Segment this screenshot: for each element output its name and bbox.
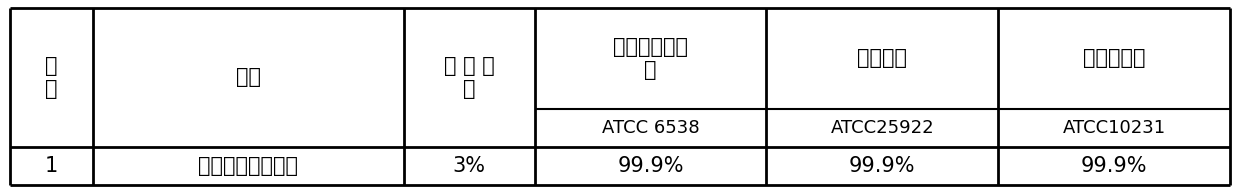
Text: 序
号: 序 号 xyxy=(45,56,57,99)
Text: 白色念珠菌: 白色念珠菌 xyxy=(1083,48,1146,68)
Text: 1: 1 xyxy=(45,156,58,176)
Text: 抗菌涇棉混纺织物: 抗菌涇棉混纺织物 xyxy=(198,156,299,176)
Text: 99.9%: 99.9% xyxy=(1081,156,1147,176)
Text: ATCC25922: ATCC25922 xyxy=(831,119,934,137)
Text: 样品: 样品 xyxy=(236,67,260,87)
Text: 金黄色葡萄球
菌: 金黄色葡萄球 菌 xyxy=(613,37,688,80)
Text: 99.9%: 99.9% xyxy=(849,156,915,176)
Text: ATCC10231: ATCC10231 xyxy=(1063,119,1166,137)
Text: 3%: 3% xyxy=(453,156,486,176)
Text: 大肠杆菌: 大肠杆菌 xyxy=(857,48,908,68)
Text: ATCC 6538: ATCC 6538 xyxy=(601,119,699,137)
Text: 有 效 成
分: 有 效 成 分 xyxy=(444,56,495,99)
Text: 99.9%: 99.9% xyxy=(618,156,683,176)
